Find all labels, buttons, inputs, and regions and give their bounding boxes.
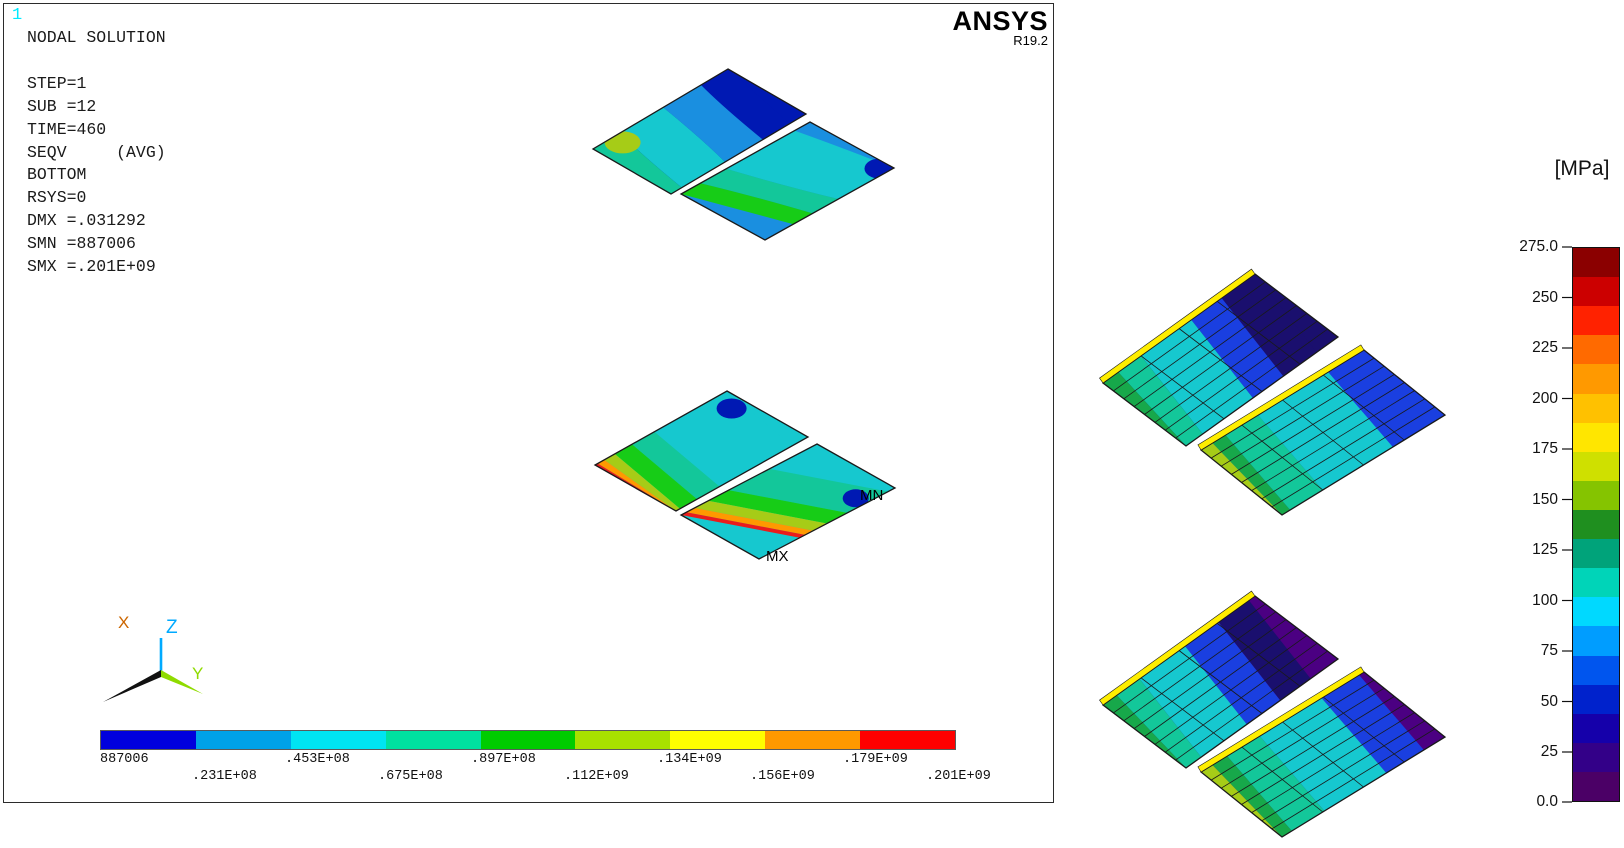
svg-text:Y: Y	[192, 664, 203, 683]
svg-text:MX: MX	[766, 548, 789, 565]
svg-text:Z: Z	[166, 617, 178, 638]
svg-text:X: X	[118, 613, 129, 632]
svg-text:MN: MN	[860, 487, 883, 504]
